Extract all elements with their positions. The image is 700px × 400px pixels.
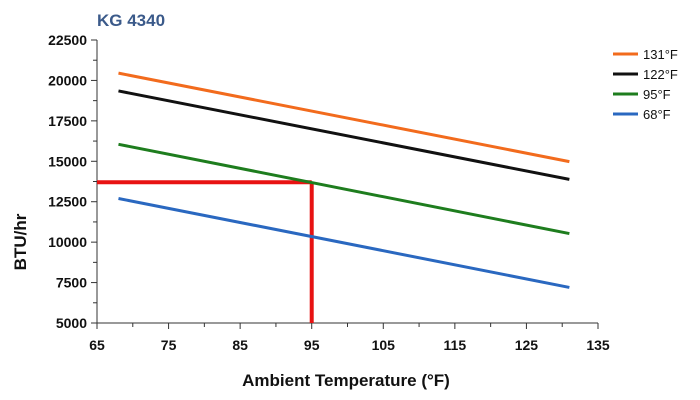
plot-area: 5000 7500 10000 12500 15000 17500 20000 22500 65…	[48, 32, 610, 353]
legend-label-2: 95°F	[643, 87, 671, 102]
series-line-2	[118, 142, 570, 236]
x-tick-label: 125	[515, 337, 539, 353]
y-tick-label: 7500	[56, 275, 87, 291]
x-tick-label: 85	[232, 337, 248, 353]
y-tick-label: 20000	[48, 72, 87, 88]
x-tick-label: 115	[444, 337, 467, 353]
x-axis-label: Ambient Temperature (°F)	[242, 371, 450, 390]
chart-title: KG 4340	[97, 11, 165, 30]
x-tick-label: 135	[586, 337, 610, 353]
y-tick-label: 15000	[48, 153, 87, 169]
legend-label-3: 68°F	[643, 107, 671, 122]
x-tick-label: 105	[372, 337, 396, 353]
y-tick-label: 22500	[48, 32, 87, 48]
legend-label-0: 131°F	[643, 47, 678, 62]
y-tick-label: 17500	[48, 113, 87, 129]
y-tick-label: 5000	[56, 315, 87, 331]
series-line-1	[118, 89, 570, 181]
x-tick-label: 95	[304, 337, 320, 353]
y-tick-label: 12500	[48, 194, 87, 210]
series-line-0	[118, 71, 570, 164]
x-tick-label: 75	[161, 337, 177, 353]
y-tick-label: 10000	[48, 234, 87, 250]
legend: 131°F 122°F 95°F 68°F	[613, 47, 678, 122]
legend-label-1: 122°F	[643, 67, 678, 82]
series-line-3	[118, 197, 570, 289]
y-axis-label: BTU/hr	[11, 213, 30, 270]
x-tick-label: 65	[89, 337, 105, 353]
